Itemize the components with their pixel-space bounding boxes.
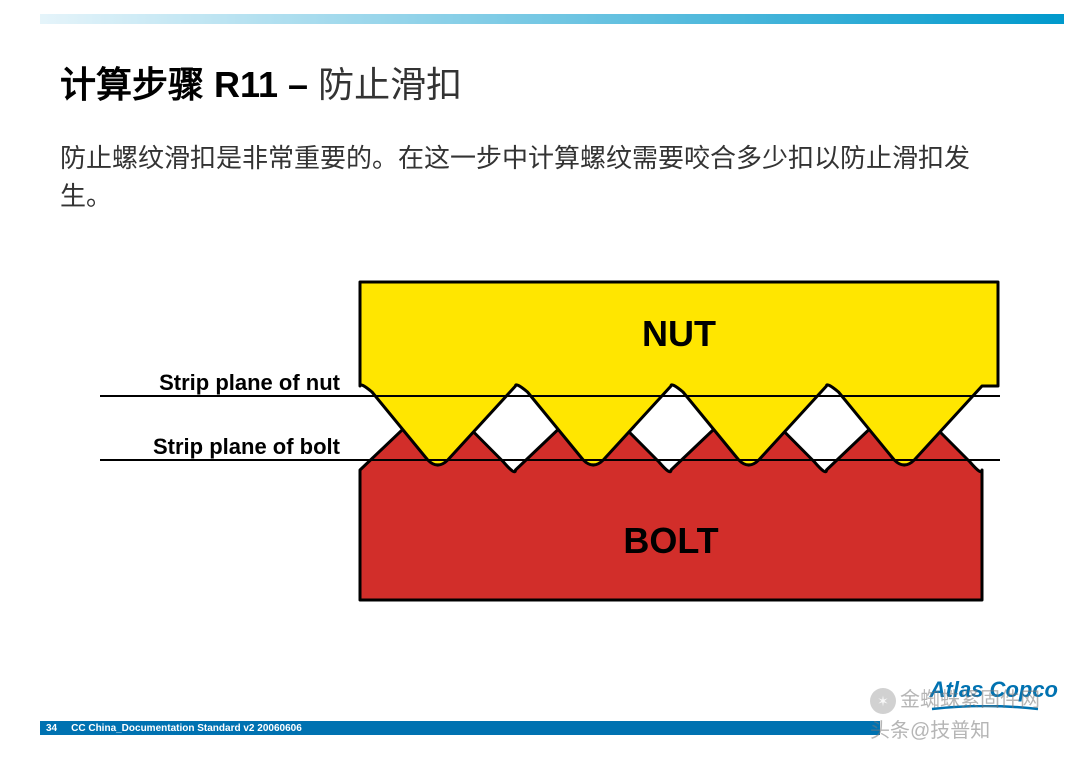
watermark: ✶金蜘蛛紧固件网 头条@技普知 <box>870 683 1040 743</box>
page-number: 34 <box>46 723 57 734</box>
header-accent-bar <box>40 14 1064 24</box>
title-bold: 计算步骤 R11 – <box>60 64 318 105</box>
doc-id: CC China_Documentation Standard v2 20060… <box>71 723 302 734</box>
page-title: 计算步骤 R11 – 防止滑扣 <box>60 56 462 108</box>
wechat-icon: ✶ <box>870 688 896 714</box>
watermark-line2: 头条@技普知 <box>870 714 1040 743</box>
page-subtitle: 防止螺纹滑扣是非常重要的。在这一步中计算螺纹需要咬合多少扣以防止滑扣发生。 <box>60 140 1020 215</box>
thread-diagram: NUT BOLT Strip plane of nut Strip plane o… <box>60 270 1020 650</box>
strip-plane-nut-label: Strip plane of nut <box>60 370 340 396</box>
strip-plane-bolt-label: Strip plane of bolt <box>60 434 340 460</box>
footer-bar: 34 CC China_Documentation Standard v2 20… <box>40 721 880 735</box>
title-light: 防止滑扣 <box>318 64 462 105</box>
watermark-line1: ✶金蜘蛛紧固件网 <box>870 683 1040 714</box>
svg-text:BOLT: BOLT <box>623 520 718 561</box>
svg-text:NUT: NUT <box>642 313 716 354</box>
